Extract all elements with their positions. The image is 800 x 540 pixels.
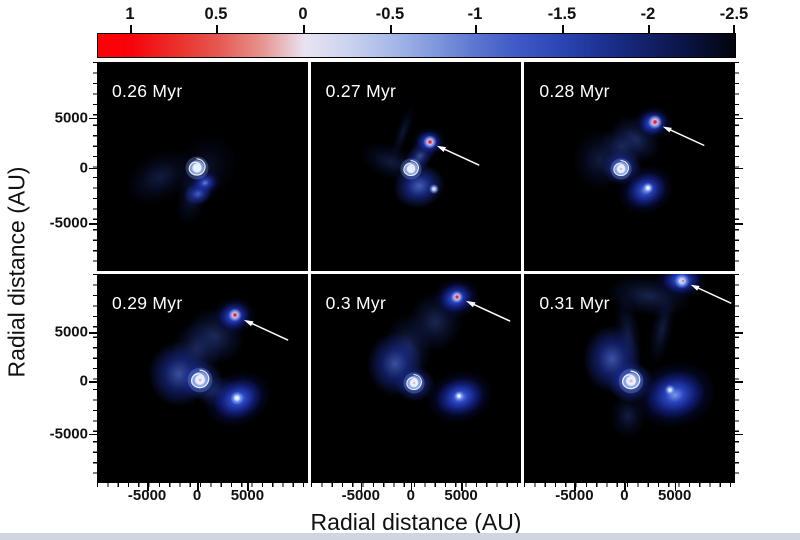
y-major-tick: [89, 167, 97, 169]
spiral-disk: [610, 158, 632, 180]
y-major-tick: [89, 117, 97, 120]
colorbar-tick-label: -2: [640, 5, 656, 23]
time-label: 0.26 Myr: [112, 81, 183, 101]
colorbar-tick-label: -0.5: [375, 5, 405, 23]
simulation-panel-2: 0.27 Myr: [310, 62, 522, 271]
ejection-arrow-icon: [663, 126, 705, 147]
y-tick-label: 0: [79, 159, 88, 176]
ejection-arrow-icon: [691, 284, 732, 304]
secondary-core: [453, 391, 464, 401]
colorbar-tick-label: -2.5: [719, 5, 749, 23]
x-tick-label: 0: [406, 487, 415, 504]
panel-grid: 0.26 Myr 0.27 Myr: [97, 62, 735, 483]
x-tick-label: 0: [192, 487, 202, 504]
y-tick-label: -5000: [49, 425, 88, 443]
colorbar-tick: [390, 25, 392, 33]
x-tick-label: -5000: [555, 487, 594, 504]
y-major-tick: [735, 332, 743, 334]
y-major-tick: [89, 332, 97, 334]
secondary-core: [230, 391, 244, 405]
simulation-panel-5: 0.3 Myr: [310, 274, 522, 483]
y-major-tick: [89, 381, 97, 383]
y-axis-title: Radial distance (AU): [3, 166, 30, 378]
colorbar-tick-label: -1.5: [547, 5, 577, 23]
colorbar-tick: [733, 25, 735, 33]
y-minor-ticks: [735, 62, 739, 271]
y-tick-label: 5000: [54, 323, 88, 341]
colorbar-tick: [562, 25, 564, 33]
ejection-arrow-icon: [465, 300, 511, 322]
colorbar-tick: [216, 25, 218, 33]
x-major-tick: [574, 483, 576, 491]
x-axis-title: Radial distance (AU): [310, 509, 522, 535]
spiral-disk: [403, 372, 425, 394]
x-tick-label: -5000: [127, 487, 167, 504]
y-minor-ticks: [93, 274, 97, 483]
x-major-tick: [247, 483, 249, 491]
y-minor-ticks: [93, 62, 97, 271]
x-major-tick: [410, 483, 413, 491]
x-tick-label: 5000: [658, 487, 692, 504]
x-major-tick: [197, 483, 199, 491]
y-tick-label: 5000: [54, 109, 88, 127]
bottom-border-strip: [0, 533, 800, 540]
clump-red-core: [648, 115, 663, 129]
ejection-arrow-icon: [436, 145, 480, 166]
spiral-disk: [618, 368, 644, 394]
y-major-tick: [735, 117, 743, 120]
time-label: 0.29 Myr: [112, 293, 183, 313]
clump-red-core: [423, 135, 437, 149]
x-tick-label: 0: [620, 487, 629, 504]
colorbar-tick-label: 0: [298, 5, 308, 23]
x-major-tick: [461, 483, 463, 491]
time-label: 0.27 Myr: [325, 81, 397, 101]
colorbar-tick: [648, 25, 650, 33]
time-label: 0.3 Myr: [325, 293, 387, 313]
y-minor-ticks: [735, 274, 739, 483]
x-major-tick: [147, 483, 149, 491]
y-tick-label: -5000: [49, 214, 88, 232]
secondary-core: [664, 384, 676, 396]
time-label: 0.28 Myr: [539, 81, 610, 101]
colorbar-tick: [303, 25, 305, 33]
colorbar-tick: [475, 25, 477, 33]
simulation-panel-3: 0.28 Myr: [524, 62, 735, 271]
spiral-disk: [185, 156, 209, 180]
simulation-panel-6: 0.31 Myr: [524, 274, 735, 483]
time-label: 0.31 Myr: [539, 293, 610, 313]
clump-red-core: [679, 277, 687, 285]
clump-red-core: [228, 308, 242, 322]
x-major-tick: [624, 483, 626, 491]
x-minor-ticks: [97, 483, 308, 487]
x-tick-label: -5000: [341, 487, 380, 504]
colorbar-tick-label: 0.5: [204, 5, 228, 23]
y-tick-label: 0: [79, 372, 88, 390]
x-major-tick: [674, 483, 677, 491]
clump-red-core: [450, 291, 463, 303]
x-minor-ticks: [524, 483, 735, 487]
y-major-tick: [735, 223, 743, 225]
y-major-tick: [735, 433, 743, 436]
colorbar-tick-label: 1: [125, 5, 135, 23]
simulation-panel-1: 0.26 Myr: [97, 62, 308, 271]
colorbar-tick-label: -1: [467, 5, 483, 23]
x-tick-label: 5000: [444, 487, 478, 504]
y-major-tick: [89, 433, 97, 436]
colorbar-gradient: [97, 33, 736, 58]
x-tick-label: 5000: [230, 487, 265, 504]
y-major-tick: [735, 167, 743, 169]
spiral-disk: [187, 367, 213, 393]
y-major-tick: [89, 223, 97, 225]
x-major-tick: [360, 483, 363, 491]
ejection-arrow-icon: [243, 319, 289, 341]
simulation-panel-4: 0.29 Myr: [97, 274, 308, 483]
secondary-core: [642, 182, 654, 194]
spiral-disk: [400, 158, 422, 180]
secondary-core: [428, 184, 439, 194]
x-minor-ticks: [310, 483, 522, 487]
colorbar-tick: [130, 25, 132, 33]
y-major-tick: [735, 381, 743, 383]
